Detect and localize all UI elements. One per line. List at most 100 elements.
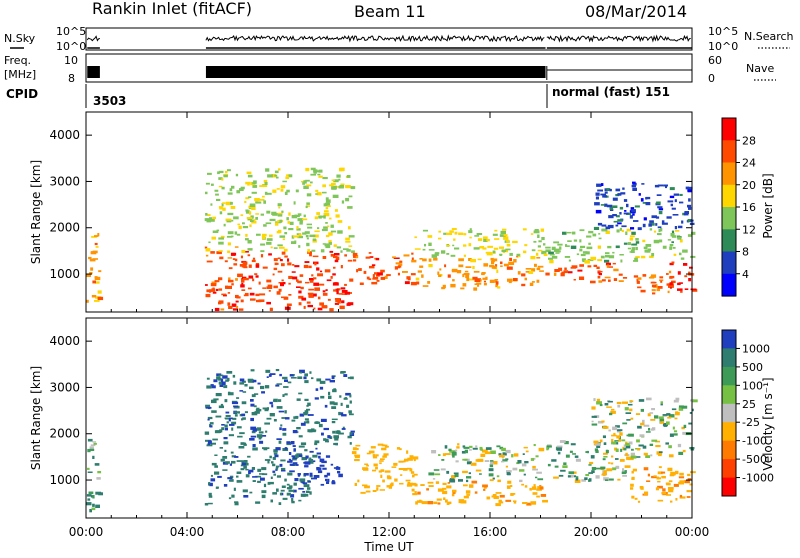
data-cell — [248, 211, 252, 215]
data-cell — [363, 270, 367, 274]
data-cell — [427, 235, 433, 238]
data-cell — [304, 261, 310, 263]
data-cell — [677, 288, 683, 291]
data-cell — [306, 301, 311, 304]
data-cell — [484, 460, 490, 462]
data-cell — [386, 475, 391, 479]
data-cell — [242, 222, 245, 225]
data-cell — [531, 486, 537, 490]
data-cell — [631, 247, 635, 250]
data-cell — [259, 440, 264, 444]
data-cell — [549, 253, 555, 256]
data-cell — [311, 428, 315, 431]
data-cell — [236, 426, 242, 429]
data-cell — [335, 298, 340, 301]
power-ytick-label: 1000 — [49, 267, 80, 281]
data-cell — [266, 192, 272, 195]
data-cell — [506, 266, 513, 270]
data-cell — [381, 447, 387, 451]
data-cell — [212, 291, 217, 294]
data-cell — [300, 422, 306, 426]
data-cell — [271, 211, 277, 215]
data-cell — [621, 471, 627, 475]
colorbar-swatch — [722, 403, 736, 423]
data-cell — [691, 399, 698, 403]
data-cell — [678, 282, 683, 284]
data-cell — [365, 490, 371, 493]
data-cell — [631, 470, 634, 474]
data-cell — [329, 217, 332, 220]
data-cell — [631, 495, 635, 499]
data-cell — [207, 443, 211, 445]
data-cell — [302, 232, 307, 235]
data-cell — [658, 453, 662, 457]
data-cell — [684, 288, 689, 290]
data-cell — [531, 281, 535, 283]
data-cell — [210, 251, 215, 254]
data-cell — [602, 426, 609, 429]
data-cell — [466, 476, 472, 479]
data-cell — [573, 239, 578, 242]
data-cell — [326, 279, 332, 282]
data-cell — [411, 257, 414, 261]
data-cell — [538, 240, 542, 243]
data-cell — [352, 447, 357, 451]
data-cell — [279, 235, 286, 238]
data-cell — [252, 480, 256, 482]
data-cell — [575, 477, 579, 481]
data-cell — [284, 478, 287, 482]
data-cell — [275, 447, 281, 451]
data-cell — [348, 226, 351, 230]
data-cell — [285, 176, 290, 180]
data-cell — [523, 250, 527, 254]
data-cell — [424, 243, 427, 247]
data-cell — [602, 435, 606, 439]
data-cell — [352, 252, 358, 256]
data-cell — [422, 285, 429, 287]
data-cell — [506, 243, 511, 247]
data-cell — [612, 262, 616, 265]
data-cell — [275, 465, 280, 468]
data-cell — [318, 215, 324, 218]
data-cell — [483, 488, 486, 491]
colorbar-swatch — [722, 422, 736, 442]
data-cell — [220, 378, 224, 382]
colorbar-swatch — [722, 366, 736, 386]
data-cell — [256, 407, 260, 410]
data-cell — [534, 263, 537, 267]
data-cell — [334, 209, 338, 212]
data-cell — [279, 492, 283, 496]
data-cell — [283, 386, 289, 388]
data-cell — [331, 185, 337, 189]
data-cell — [268, 374, 272, 377]
data-cell — [313, 234, 319, 238]
data-cell — [301, 297, 307, 301]
data-cell — [469, 236, 472, 239]
data-cell — [655, 284, 658, 286]
data-cell — [89, 509, 92, 513]
data-cell — [442, 490, 448, 495]
data-cell — [210, 478, 216, 482]
data-cell — [283, 226, 287, 230]
data-cell — [620, 448, 623, 452]
data-cell — [262, 184, 268, 187]
data-cell — [225, 285, 228, 289]
data-cell — [463, 484, 468, 487]
data-cell — [678, 476, 685, 479]
colorbar-swatch — [722, 273, 736, 297]
data-cell — [444, 264, 447, 268]
data-cell — [280, 424, 283, 427]
data-cell — [590, 256, 597, 261]
data-cell — [490, 257, 494, 261]
data-cell — [257, 468, 262, 472]
data-cell — [277, 257, 281, 260]
data-cell — [353, 259, 357, 262]
data-cell — [536, 488, 542, 491]
data-cell — [633, 220, 639, 222]
data-cell — [344, 283, 347, 286]
data-cell — [229, 423, 235, 426]
data-cell — [240, 468, 245, 471]
data-cell — [310, 461, 314, 464]
data-cell — [451, 452, 457, 456]
data-cell — [265, 430, 268, 433]
